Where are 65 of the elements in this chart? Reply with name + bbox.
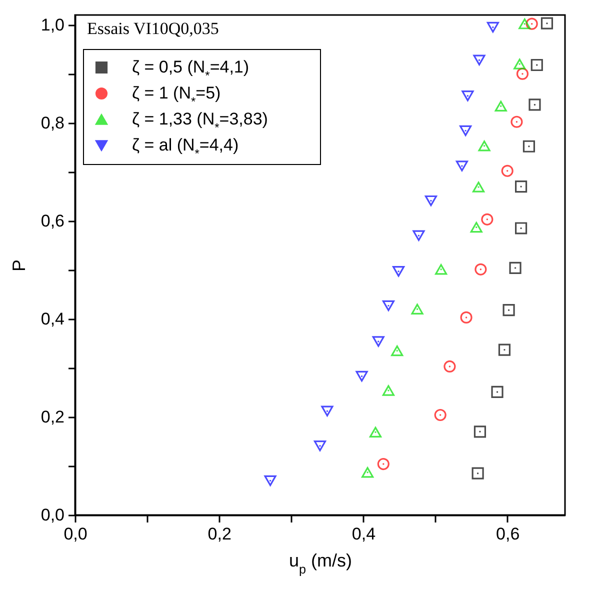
point <box>478 140 490 152</box>
legend-label: ζ = 1,33 (N$_{*}$=3,83) <box>132 110 268 134</box>
point <box>424 195 438 206</box>
legend-label: ζ = al (N$_{*}$=4,4) <box>132 136 239 160</box>
y-axis-title: P <box>8 259 29 272</box>
point <box>321 406 334 416</box>
point <box>264 475 276 486</box>
point <box>456 160 468 172</box>
point <box>314 440 326 452</box>
point <box>444 360 456 373</box>
point <box>502 304 515 316</box>
point <box>528 98 541 111</box>
y-tick-label: 0,2 <box>40 407 64 426</box>
y-tick-label: 0,6 <box>40 211 64 230</box>
y-tick-label: 1,0 <box>40 15 64 34</box>
point <box>494 100 507 112</box>
point <box>474 263 487 276</box>
y-tick-label: 0,0 <box>40 506 64 524</box>
point <box>372 336 384 347</box>
y-tick-label: 0,4 <box>40 309 64 328</box>
point <box>434 408 446 422</box>
point <box>498 344 511 356</box>
point <box>486 22 499 33</box>
point <box>412 230 425 241</box>
point <box>460 311 472 324</box>
x-tick-label: 0,2 <box>208 524 232 544</box>
point <box>392 266 405 277</box>
point <box>474 426 486 438</box>
point <box>518 18 531 30</box>
point <box>470 222 482 233</box>
point <box>362 467 374 478</box>
point <box>382 300 394 312</box>
point <box>411 304 424 314</box>
point <box>530 58 543 72</box>
point <box>472 182 485 192</box>
point <box>472 467 484 480</box>
point <box>501 164 514 177</box>
point <box>514 58 526 70</box>
legend-label: ζ = 1 (N$_{*}$=5) <box>132 84 221 108</box>
point <box>462 90 474 102</box>
point <box>526 18 538 30</box>
point <box>516 68 529 80</box>
y-tick-label: 0,8 <box>40 113 64 132</box>
point <box>509 262 522 274</box>
annotation: Essais VI10Q0,035 <box>87 19 219 38</box>
point <box>460 125 472 136</box>
x-tick-label: 0,4 <box>352 524 376 544</box>
point <box>510 116 523 128</box>
point <box>435 264 448 275</box>
point <box>391 345 404 356</box>
point <box>369 426 382 438</box>
point <box>356 370 368 382</box>
legend-label: ζ = 0,5 (N$_{*}$=4,1) <box>132 58 250 82</box>
x-tick-label: 0,6 <box>496 524 520 544</box>
point <box>382 385 394 396</box>
x-axis-title: u$_{p}$ (m/s) <box>288 550 352 576</box>
point <box>377 458 390 470</box>
point <box>540 17 554 30</box>
point <box>491 386 504 398</box>
point <box>515 222 528 234</box>
point <box>522 140 536 152</box>
point <box>515 180 528 193</box>
point <box>481 213 494 226</box>
x-tick-label: 0,0 <box>64 524 88 544</box>
point <box>473 54 486 66</box>
